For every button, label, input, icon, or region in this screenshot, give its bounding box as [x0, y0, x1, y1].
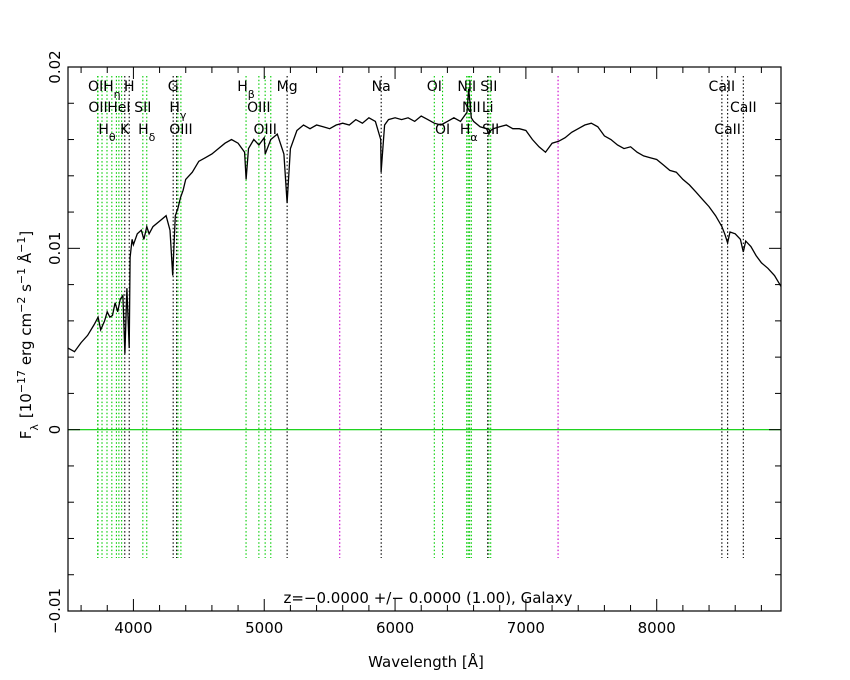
line-label-nii: NII: [462, 100, 481, 116]
ylabel-close: ]: [17, 231, 35, 237]
line-label-oii: OII: [88, 100, 107, 116]
spectrum-series-line: [67, 88, 782, 354]
x-tick-label: 4000: [114, 619, 152, 637]
line-label-oi: OI: [427, 79, 442, 95]
line-label-text: G: [168, 79, 179, 95]
line-label-caii: CaII: [714, 122, 741, 138]
ylabel-exp3: −1: [15, 268, 28, 284]
line-label-text: SII: [134, 100, 151, 116]
line-label-g: G: [168, 79, 179, 95]
line-label-text: K: [120, 122, 130, 138]
redshift-annotation: z=−0.0000 +/− 0.0000 (1.00), Galaxy: [283, 589, 572, 607]
line-label-h-θ: Hθ: [98, 122, 116, 144]
line-label-text: H: [103, 79, 114, 95]
line-label-subscript: β: [248, 88, 255, 101]
line-label-h-γ: Hγ: [169, 100, 187, 122]
ylabel-f-sub: λ: [28, 424, 41, 431]
line-label-oiii: OIII: [253, 122, 276, 138]
x-tick-label: 6000: [376, 619, 414, 637]
line-label-text: OIII: [247, 100, 270, 116]
line-label-sii: SII: [480, 79, 497, 95]
line-label-oii: OII: [88, 79, 107, 95]
axis-ticks: 4000 5000 6000 7000 8000 −0.01 0 0.01 0.02: [46, 50, 781, 637]
line-label-oiii: OIII: [247, 100, 270, 116]
line-label-caii: CaII: [730, 100, 757, 116]
line-label-subscript: δ: [149, 131, 156, 144]
y-axis-title: Fλ[10−17 erg cm−2 s−1 Å−1]: [15, 231, 41, 440]
line-label-text: SII: [480, 79, 497, 95]
line-label-text: H: [169, 100, 180, 116]
line-label-text: H: [460, 122, 471, 138]
ylabel-s: s: [17, 284, 35, 297]
line-label-subscript: θ: [109, 131, 116, 144]
line-label-text: Na: [372, 79, 391, 95]
line-label-nii: NII: [457, 79, 476, 95]
line-label-h-η: Hη: [103, 79, 121, 101]
line-label-mg: Mg: [277, 79, 298, 95]
line-label-text: OIII: [169, 122, 192, 138]
x-tick-label: 5000: [245, 619, 283, 637]
line-label-text: H: [98, 122, 109, 138]
ylabel-exp1: −17: [15, 370, 28, 393]
x-tick-label: 7000: [507, 619, 545, 637]
line-markers: [97, 76, 744, 558]
y-tick-label: 0: [46, 425, 64, 435]
y-tick-label: 0.01: [46, 232, 64, 265]
line-label-hei: HeI: [107, 100, 130, 116]
line-label-h-α: Hα: [460, 122, 478, 144]
line-label-text: CaII: [730, 100, 757, 116]
line-label-sii: SII: [482, 122, 499, 138]
line-label-text: NII: [457, 79, 476, 95]
line-label-text: CaII: [714, 122, 741, 138]
ylabel-f: F: [17, 431, 35, 440]
y-tick-label: 0.02: [46, 50, 64, 83]
ylabel-exp2: −2: [15, 297, 28, 313]
line-label-oi: OI: [435, 122, 450, 138]
line-label-subscript: α: [470, 131, 477, 144]
line-label-sii: SII: [134, 100, 151, 116]
line-label-h: H: [124, 79, 135, 95]
line-label-k: K: [120, 122, 130, 138]
line-label-text: Li: [482, 100, 494, 116]
y-tick-label: −0.01: [46, 588, 64, 634]
line-label-text: NII: [462, 100, 481, 116]
line-label-text: OII: [88, 100, 107, 116]
line-label-h-β: Hβ: [237, 79, 255, 101]
ylabel-ang: Å: [16, 252, 35, 268]
line-label-text: H: [138, 122, 149, 138]
line-label-text: H: [237, 79, 248, 95]
line-label-text: H: [124, 79, 135, 95]
line-label-li: Li: [482, 100, 494, 116]
line-label-text: OI: [427, 79, 442, 95]
line-label-subscript: γ: [180, 109, 187, 122]
line-label-caii: CaII: [709, 79, 736, 95]
line-label-h-δ: Hδ: [138, 122, 156, 144]
line-label-na: Na: [372, 79, 391, 95]
line-label-oiii: OIII: [169, 122, 192, 138]
line-label-text: HeI: [107, 100, 130, 116]
line-label-text: OI: [435, 122, 450, 138]
plot-frame: [67, 66, 782, 612]
x-tick-label: 8000: [638, 619, 676, 637]
line-label-text: Mg: [277, 79, 298, 95]
ylabel-exp4: −1: [15, 237, 28, 253]
ylabel-open: [10: [17, 393, 35, 418]
line-label-text: SII: [482, 122, 499, 138]
x-axis-title: Wavelength [Å]: [368, 652, 484, 671]
line-label-subscript: η: [114, 88, 121, 101]
line-label-text: CaII: [709, 79, 736, 95]
ylabel-erg: erg cm: [17, 313, 35, 370]
line-label-text: OIII: [253, 122, 276, 138]
line-label-text: OII: [88, 79, 107, 95]
